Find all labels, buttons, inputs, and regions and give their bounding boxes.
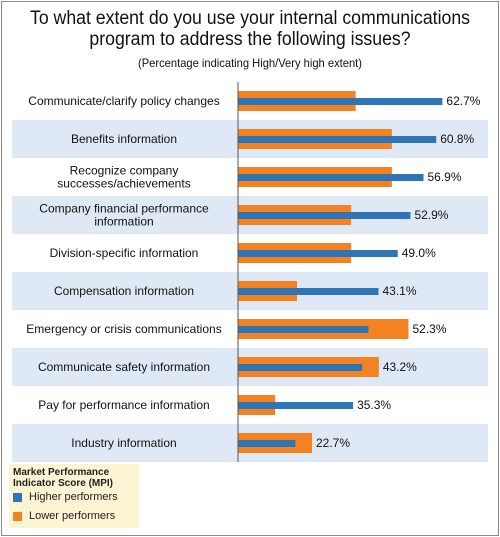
bar-higher-performers bbox=[238, 98, 443, 105]
data-label: 43.1% bbox=[383, 284, 417, 298]
data-label: 56.9% bbox=[427, 170, 461, 184]
category-label: Industry information bbox=[71, 436, 176, 450]
legend-label-higher: Higher performers bbox=[29, 491, 118, 503]
bar-higher-performers bbox=[238, 174, 424, 181]
category-label: Communicate/clarify policy changes bbox=[28, 94, 219, 108]
bar-higher-performers bbox=[238, 326, 369, 333]
legend: Market Performance Indicator Score (MPI)… bbox=[9, 464, 139, 528]
category-label: successes/achievements bbox=[57, 177, 190, 191]
chart-title: To what extent do you use your internal … bbox=[29, 8, 471, 50]
bar-higher-performers bbox=[238, 364, 363, 371]
category-label: Benefits information bbox=[71, 132, 177, 146]
legend-swatch-higher bbox=[13, 493, 22, 502]
category-label: Division-specific information bbox=[50, 246, 199, 260]
data-label: 60.8% bbox=[440, 132, 474, 146]
data-label: 62.7% bbox=[446, 94, 480, 108]
chart-subtitle: (Percentage indicating High/Very high ex… bbox=[138, 56, 362, 70]
bar-higher-performers bbox=[238, 402, 354, 409]
category-label: information bbox=[94, 215, 153, 229]
data-label: 52.9% bbox=[414, 208, 448, 222]
data-label: 43.2% bbox=[383, 360, 417, 374]
data-label: 35.3% bbox=[357, 398, 391, 412]
category-label: Pay for performance information bbox=[38, 398, 209, 412]
category-label: Compensation information bbox=[54, 284, 194, 298]
data-label: 22.7% bbox=[316, 436, 350, 450]
category-label: Emergency or crisis communications bbox=[26, 322, 221, 336]
data-label: 49.0% bbox=[402, 246, 436, 260]
category-label: Company financial performance bbox=[39, 202, 209, 216]
legend-label-lower: Lower performers bbox=[29, 510, 116, 522]
bar-higher-performers bbox=[238, 440, 296, 447]
legend-title: Market Performance Indicator Score (MPI) bbox=[13, 467, 114, 489]
bar-higher-performers bbox=[238, 250, 398, 257]
bar-higher-performers bbox=[238, 288, 379, 295]
category-label: Recognize company bbox=[70, 164, 179, 178]
bar-higher-performers bbox=[238, 136, 437, 143]
bar-higher-performers bbox=[238, 212, 411, 219]
legend-swatch-lower bbox=[13, 512, 22, 521]
category-label: Communicate safety information bbox=[38, 360, 210, 374]
data-label: 52.3% bbox=[412, 322, 446, 336]
